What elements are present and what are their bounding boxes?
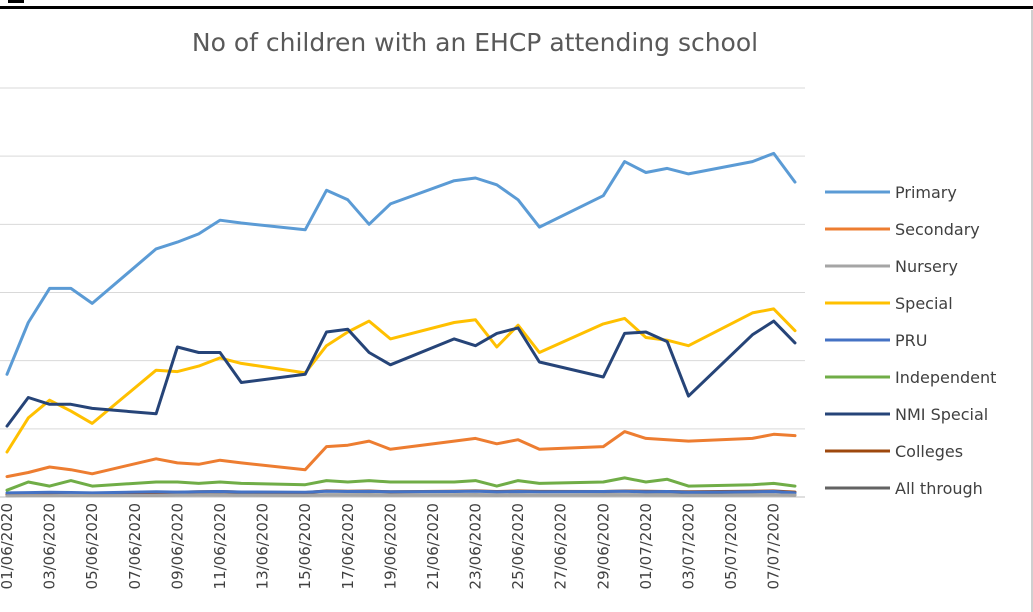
- series-line-nmi-special: [5, 319, 797, 428]
- x-axis-tick-labels: 01/06/2020 03/06/2020 05/06/2020 07/06/2020…: [0, 503, 783, 589]
- x-tick-label: 23/06/2020: [467, 503, 485, 589]
- top-border: [0, 6, 1033, 9]
- x-tick-label: 21/06/2020: [424, 503, 442, 589]
- x-tick-label: 29/06/2020: [594, 503, 612, 589]
- x-tick-label: 09/06/2020: [168, 503, 186, 589]
- series-line-nursery: [5, 493, 797, 498]
- legend-label-special: Special: [895, 294, 953, 313]
- x-tick-label: 19/06/2020: [381, 503, 399, 589]
- gridlines: [0, 87, 805, 498]
- right-border: [1031, 10, 1033, 612]
- chart-title: No of children with an EHCP attending sc…: [192, 28, 758, 57]
- legend-label-pru: PRU: [895, 331, 927, 350]
- legend-label-nmi-special: NMI Special: [895, 405, 988, 424]
- series-line-special: [5, 307, 797, 454]
- x-tick-label: 07/06/2020: [126, 503, 144, 589]
- x-tick-label: 15/06/2020: [296, 503, 314, 589]
- x-tick-label: 01/07/2020: [637, 503, 655, 589]
- top-mark: [8, 0, 24, 3]
- x-tick-label: 05/07/2020: [722, 503, 740, 589]
- series-line-independent: [5, 476, 797, 492]
- legend: Primary Secondary Nursery Special PRU Indepen…: [825, 183, 996, 498]
- x-tick-label: 01/06/2020: [0, 503, 16, 589]
- series-line-pru: [5, 489, 797, 495]
- x-tick-label: 03/06/2020: [41, 503, 59, 589]
- series-line-secondary: [5, 430, 797, 479]
- series-lines: [5, 151, 797, 498]
- legend-label-colleges: Colleges: [895, 442, 963, 461]
- x-tick-label: 25/06/2020: [509, 503, 527, 589]
- legend-label-all-through: All through: [895, 479, 983, 498]
- x-tick-label: 11/06/2020: [211, 503, 229, 589]
- legend-label-independent: Independent: [895, 368, 996, 387]
- x-tick-label: 05/06/2020: [83, 503, 101, 589]
- legend-label-nursery: Nursery: [895, 257, 958, 276]
- x-tick-label: 17/06/2020: [339, 503, 357, 589]
- legend-label-primary: Primary: [895, 183, 957, 202]
- x-tick-label: 27/06/2020: [552, 503, 570, 589]
- series-line-primary: [5, 151, 797, 376]
- x-tick-label: 03/07/2020: [680, 503, 698, 589]
- x-tick-label: 13/06/2020: [254, 503, 272, 589]
- legend-label-secondary: Secondary: [895, 220, 980, 239]
- x-tick-label: 07/07/2020: [765, 503, 783, 589]
